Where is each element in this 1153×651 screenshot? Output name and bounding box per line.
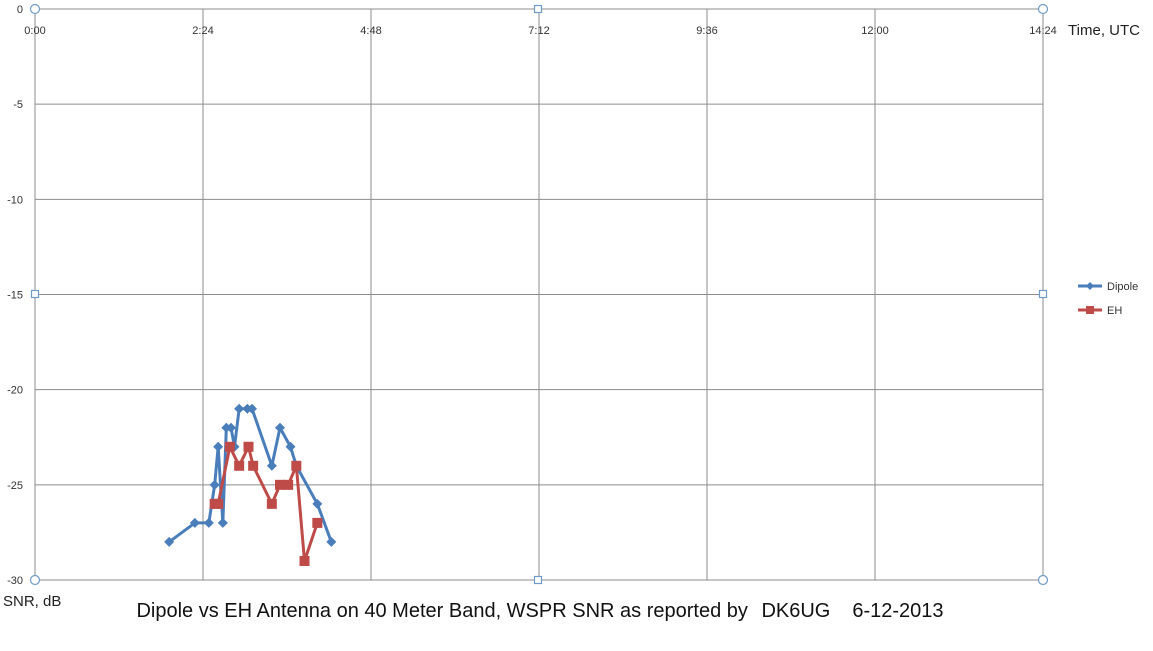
data-point-dipole — [326, 536, 337, 547]
data-point-eh — [275, 479, 285, 490]
data-point-dipole — [213, 441, 224, 452]
y-tick-label: 0 — [17, 4, 23, 16]
chart-title-callsign: DK6UG — [761, 600, 831, 622]
chart-title-main: Dipole vs EH Antenna on 40 Meter Band, W… — [136, 600, 748, 622]
data-point-eh — [213, 498, 224, 509]
resize-handle — [1037, 3, 1049, 15]
data-point-eh — [248, 460, 259, 471]
series-line-eh — [214, 445, 319, 563]
resize-handle — [29, 574, 41, 586]
x-tick-label: 12:00 — [861, 25, 889, 37]
x-tick-label: 9:36 — [696, 25, 717, 37]
data-point-dipole — [247, 403, 257, 414]
y-tick-label: -30 — [7, 575, 23, 587]
data-point-dipole — [285, 441, 296, 452]
y-tick-label: -25 — [7, 480, 23, 492]
x-tick-label: 4:48 — [360, 25, 381, 37]
resize-handle — [30, 289, 40, 299]
data-point-eh — [312, 517, 323, 528]
data-point-dipole — [164, 536, 175, 547]
y-axis-title: SNR, dB — [3, 593, 61, 610]
x-tick-label: 7:12 — [528, 25, 549, 37]
data-point-dipole — [189, 517, 200, 528]
chart-title-date: 6-12-2013 — [852, 600, 944, 622]
data-point-eh — [291, 460, 302, 471]
x-tick-label: 2:24 — [192, 25, 213, 37]
data-point-eh — [224, 441, 235, 452]
data-point-dipole — [312, 498, 323, 509]
data-point-eh — [243, 441, 254, 452]
resize-handle — [1037, 574, 1049, 586]
data-point-eh — [266, 498, 277, 509]
y-tick-label: -10 — [7, 194, 23, 206]
data-point-eh — [283, 479, 294, 490]
data-point-dipole — [209, 479, 220, 490]
resize-handle — [533, 575, 543, 585]
x-tick-label: 14:24 — [1029, 25, 1057, 37]
x-axis-title: Time, UTC — [1068, 22, 1140, 39]
chart-title: Dipole vs EH Antenna on 40 Meter Band, W… — [0, 600, 1080, 623]
legend-marker-dipole — [1086, 282, 1094, 290]
legend-label-eh: EH — [1107, 305, 1122, 317]
data-point-dipole — [203, 517, 214, 528]
resize-handle — [29, 3, 41, 15]
data-point-dipole — [217, 517, 228, 528]
data-point-dipole — [275, 422, 285, 433]
data-point-dipole — [266, 460, 277, 471]
data-point-dipole — [226, 422, 236, 433]
data-point-eh — [299, 555, 310, 566]
legend-marker-eh — [1086, 306, 1094, 314]
x-tick-label: 0:00 — [24, 25, 45, 37]
resize-handle — [533, 4, 543, 14]
data-point-dipole — [234, 403, 245, 414]
legend-label-dipole: Dipole — [1107, 281, 1138, 293]
resize-handle — [1038, 289, 1048, 299]
y-tick-label: -15 — [7, 290, 23, 302]
y-tick-label: -5 — [13, 99, 23, 111]
y-tick-label: -20 — [7, 385, 23, 397]
data-point-eh — [234, 460, 245, 471]
